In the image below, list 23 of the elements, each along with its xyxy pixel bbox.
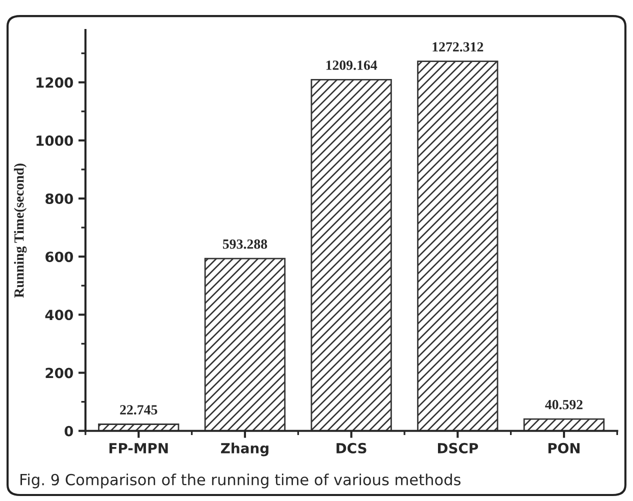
x-tick-label: PON (548, 442, 580, 454)
y-tick-label: 200 (46, 368, 73, 378)
bar (204, 258, 286, 431)
data-label: 593.288 (222, 239, 268, 249)
x-tick-label: FP-MPN (109, 443, 168, 454)
x-tick-label: DSCP (438, 442, 478, 454)
y-tick-label: 1000 (36, 135, 73, 146)
x-tick-label: Zhang (221, 442, 268, 456)
bar (417, 60, 498, 431)
caption: Fig. 9 Comparison of the running time of various methods (20, 474, 460, 488)
y-tick-label: 0 (64, 426, 73, 436)
y-tick-label: 1200 (36, 77, 73, 88)
data-label: 1272.312 (432, 42, 484, 52)
x-tick-label: DCS (336, 442, 366, 454)
y-tick-label: 800 (46, 193, 73, 204)
bar (523, 418, 605, 431)
data-label: 40.592 (545, 400, 583, 410)
data-label: 1209.164 (326, 60, 378, 70)
y-tick-label: 600 (46, 252, 73, 262)
data-label: 22.745 (120, 405, 158, 415)
y-axis-title: Running Time(second) (14, 164, 27, 298)
y-tick-label: 400 (45, 310, 73, 320)
bar (310, 78, 392, 431)
